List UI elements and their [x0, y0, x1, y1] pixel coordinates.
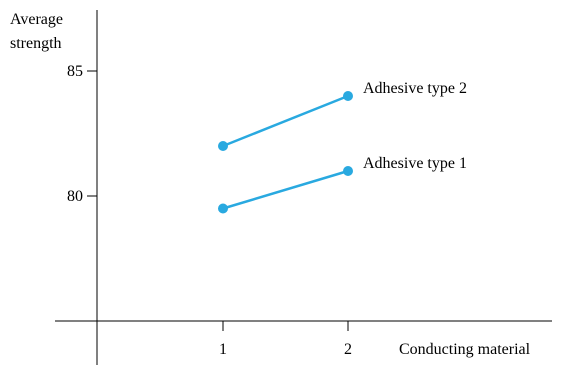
y-axis-label-line-1: Average	[10, 11, 63, 28]
x-tick-label-2: 2	[344, 341, 352, 358]
data-point-x1	[218, 141, 228, 151]
series-layer: Adhesive type 1 Adhesive type 2	[218, 80, 467, 214]
x-axis-label: Conducting material	[399, 341, 531, 358]
series-adhesive-type-2: Adhesive type 2	[218, 80, 467, 151]
data-point-x2	[343, 166, 353, 176]
data-point-x1	[218, 203, 228, 214]
y-axis-label-line-2: strength	[10, 35, 62, 52]
series-adhesive-type-1: Adhesive type 1	[218, 155, 467, 214]
series-label: Adhesive type 2	[363, 80, 467, 97]
series-line	[222, 169, 349, 210]
y-tick-label-80: 80	[67, 188, 83, 205]
series-line	[222, 94, 349, 148]
axes	[55, 10, 552, 365]
x-tick-label-1: 1	[219, 341, 227, 358]
ticks: 80 85 1 2	[67, 63, 352, 358]
data-point-x2	[343, 91, 353, 101]
series-label: Adhesive type 1	[363, 155, 467, 172]
y-tick-label-85: 85	[67, 63, 83, 80]
